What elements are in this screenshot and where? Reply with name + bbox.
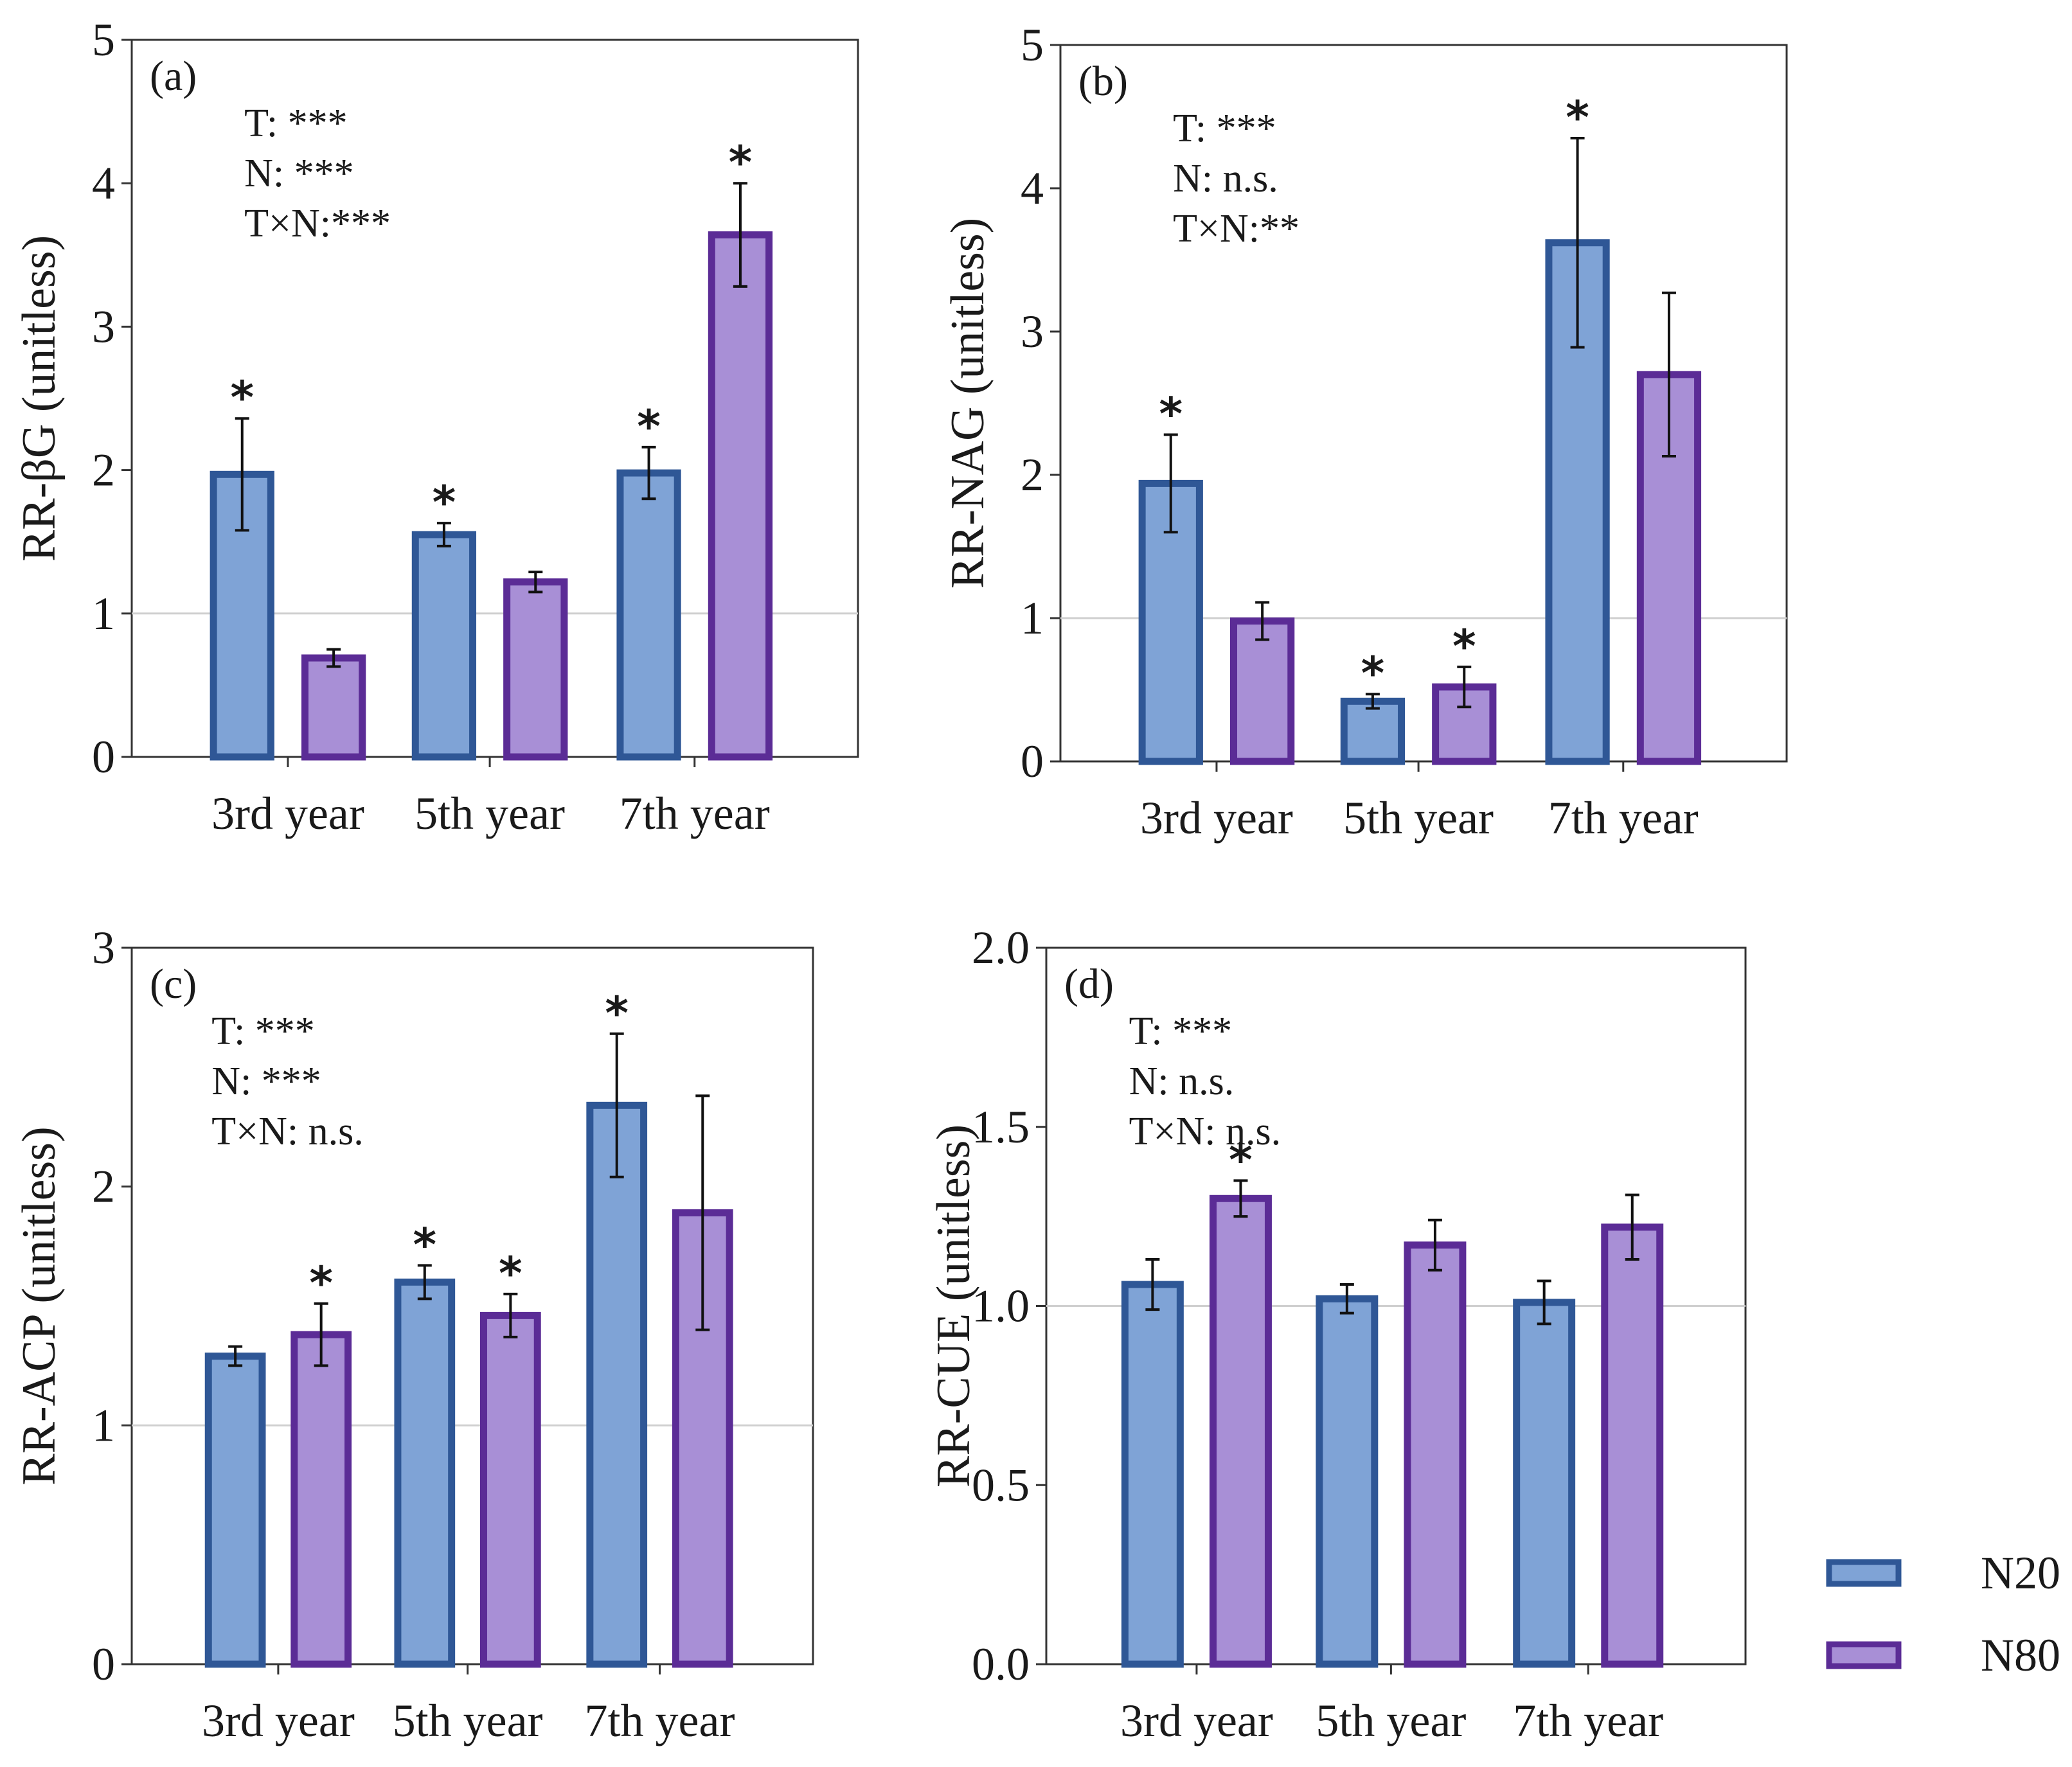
y-tick-label: 4 bbox=[1021, 163, 1044, 214]
plot-frame bbox=[1059, 44, 1788, 763]
y-tick-label: 1.0 bbox=[972, 1281, 1030, 1332]
stats-line: N: n.s. bbox=[1129, 1060, 1235, 1103]
panel-letter: (d) bbox=[1064, 961, 1114, 1008]
significance-marker: * bbox=[499, 1247, 522, 1300]
y-tick-label: 4 bbox=[92, 157, 115, 209]
bar-n20 bbox=[411, 531, 477, 761]
panel-letter: (c) bbox=[150, 961, 197, 1008]
x-tick-label: 5th year bbox=[1316, 1695, 1466, 1746]
y-tick-label: 0 bbox=[92, 1638, 115, 1690]
x-tick-label: 3rd year bbox=[202, 1695, 355, 1746]
panel-letter: (b) bbox=[1078, 58, 1128, 105]
significance-marker: * bbox=[413, 1218, 436, 1271]
bar-n80 bbox=[1230, 617, 1295, 765]
significance-marker: * bbox=[637, 400, 661, 453]
bar-n80 bbox=[1209, 1194, 1272, 1668]
stats-line: T: *** bbox=[1129, 1009, 1233, 1053]
legend-swatch-n80 bbox=[1826, 1641, 1902, 1669]
panel-d: 0.0 0.5 1.0 1.5 2.0 RR-CUE (unitless) (d) T: **… bbox=[927, 922, 1747, 1746]
stats-line: N: n.s. bbox=[1173, 157, 1278, 200]
panel-a: 0 1 2 3 4 5 RR-βG (unitless) (a) T: *** N: *** T×N… bbox=[13, 14, 859, 839]
x-tick-label: 3rd year bbox=[211, 788, 364, 839]
significance-marker: * bbox=[309, 1257, 333, 1310]
y-tick-label: 3 bbox=[92, 922, 115, 973]
significance-marker: * bbox=[230, 371, 254, 424]
stats-line: T: *** bbox=[211, 1009, 315, 1053]
x-tick-label: 3rd year bbox=[1140, 792, 1293, 844]
stats-line: T: *** bbox=[244, 102, 348, 145]
y-tick-label: 1 bbox=[92, 1399, 115, 1451]
bar-n20 bbox=[1513, 1299, 1576, 1668]
y-tick-label: 2 bbox=[92, 445, 115, 496]
bar-n20 bbox=[1121, 1281, 1184, 1668]
bar-n20 bbox=[616, 469, 681, 761]
stats-line: T×N:** bbox=[1173, 207, 1299, 251]
legend: N20 N80 bbox=[1826, 1547, 2060, 1681]
significance-marker: * bbox=[433, 476, 456, 529]
x-tick-label: 7th year bbox=[585, 1695, 735, 1746]
y-axis-label: RR-βG (unitless) bbox=[13, 235, 66, 562]
bar-n20 bbox=[1316, 1295, 1379, 1668]
chart-panels: 0 1 2 3 4 5 RR-βG (unitless) (a) T: *** N: *** T×N… bbox=[13, 14, 1788, 1746]
y-tick-label: 2 bbox=[92, 1161, 115, 1212]
y-tick-label: 0 bbox=[1021, 736, 1044, 787]
bar-n80 bbox=[301, 654, 366, 761]
y-axis-label: RR-ACP (unitless) bbox=[13, 1126, 66, 1485]
plot-frame bbox=[130, 946, 814, 1665]
y-tick-label: 1.5 bbox=[972, 1101, 1030, 1153]
significance-marker: * bbox=[605, 987, 629, 1040]
significance-marker: * bbox=[1566, 91, 1589, 144]
y-tick-label: 1 bbox=[1021, 592, 1044, 644]
y-tick-label: 0.5 bbox=[972, 1459, 1030, 1511]
panel-letter: (a) bbox=[150, 53, 197, 100]
bar-n20 bbox=[394, 1278, 456, 1668]
bar-n80 bbox=[1404, 1241, 1467, 1668]
bar-n80 bbox=[708, 231, 773, 761]
y-tick-label: 0 bbox=[92, 731, 115, 783]
y-tick-label: 1 bbox=[92, 588, 115, 639]
stats-line: T: *** bbox=[1173, 107, 1276, 150]
bar-n80 bbox=[479, 1311, 541, 1668]
significance-marker: * bbox=[1229, 1133, 1253, 1186]
stats-line: N: *** bbox=[211, 1060, 321, 1103]
stats-line: T×N:*** bbox=[244, 202, 391, 245]
bar-n20 bbox=[1340, 697, 1406, 765]
panel-c: 0 1 2 3 RR-ACP (unitless) (c) T: *** N: *** T×N:… bbox=[13, 922, 814, 1746]
y-tick-label: 5 bbox=[92, 14, 115, 66]
y-tick-label: 3 bbox=[1021, 306, 1044, 357]
y-tick-label: 2 bbox=[1021, 449, 1044, 501]
bar-n80 bbox=[503, 578, 568, 761]
significance-marker: * bbox=[1159, 388, 1183, 441]
y-axis-label: RR-NAG (unitless) bbox=[942, 218, 994, 589]
plot-frame bbox=[130, 39, 859, 758]
bar-n80 bbox=[290, 1331, 352, 1668]
x-tick-label: 3rd year bbox=[1120, 1695, 1273, 1746]
legend-label-n20: N20 bbox=[1981, 1547, 2060, 1599]
significance-marker: * bbox=[1361, 647, 1385, 700]
significance-marker: * bbox=[729, 136, 753, 189]
stats-line: T×N: n.s. bbox=[1129, 1110, 1281, 1153]
x-tick-label: 5th year bbox=[415, 788, 565, 839]
x-tick-label: 5th year bbox=[1343, 792, 1494, 844]
stats-line: N: *** bbox=[244, 152, 354, 195]
x-tick-label: 5th year bbox=[393, 1695, 543, 1746]
x-tick-label: 7th year bbox=[1548, 792, 1699, 844]
y-tick-label: 2.0 bbox=[972, 922, 1030, 973]
x-tick-label: 7th year bbox=[1513, 1695, 1663, 1746]
bar-n20 bbox=[210, 470, 274, 761]
bar-n80 bbox=[1601, 1223, 1664, 1668]
legend-label-n80: N80 bbox=[1981, 1629, 2060, 1681]
y-tick-label: 3 bbox=[92, 301, 115, 352]
bar-n20 bbox=[204, 1353, 266, 1668]
panel-b: 0 1 2 3 4 5 RR-NAG (unitless) (b) T: *** N: n.s. T… bbox=[942, 19, 1788, 844]
y-tick-label: 0.0 bbox=[972, 1638, 1030, 1690]
bar-n20 bbox=[586, 1101, 648, 1668]
legend-swatch-n20 bbox=[1826, 1559, 1902, 1587]
x-tick-label: 7th year bbox=[620, 788, 770, 839]
significance-marker: * bbox=[1452, 620, 1476, 673]
y-axis-label: RR-CUE (unitless) bbox=[927, 1124, 980, 1487]
y-tick-label: 5 bbox=[1021, 19, 1044, 71]
stats-line: T×N: n.s. bbox=[211, 1110, 363, 1153]
